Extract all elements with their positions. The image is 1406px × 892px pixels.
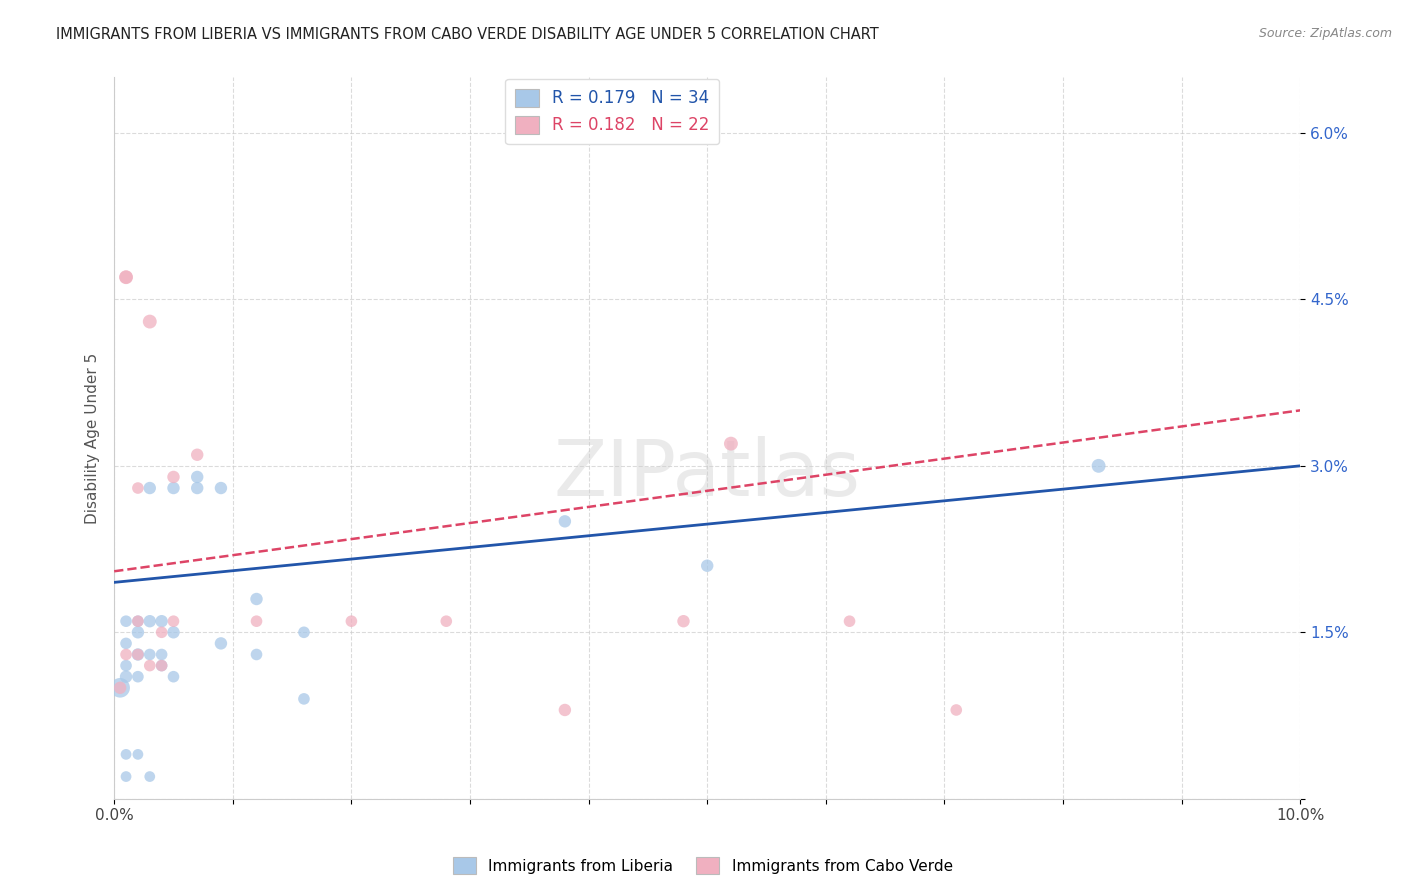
Point (340, 614, 363, 628)
Point (115, 770, 138, 784)
Point (554, 514, 576, 528)
Point (139, 481, 162, 495)
Point (1087, 458, 1109, 473)
Point (162, 625, 184, 640)
Point (245, 648, 267, 662)
Point (162, 470, 184, 484)
Point (127, 648, 149, 662)
Point (292, 692, 315, 706)
Point (672, 614, 695, 628)
Point (115, 658, 138, 673)
Point (139, 315, 162, 329)
Point (150, 658, 173, 673)
Point (127, 625, 149, 640)
Point (139, 648, 162, 662)
Point (127, 481, 149, 495)
Point (108, 681, 131, 695)
Point (115, 648, 138, 662)
Point (115, 636, 138, 650)
Point (115, 270, 138, 285)
Point (127, 670, 149, 684)
Y-axis label: Disability Age Under 5: Disability Age Under 5 (86, 352, 100, 524)
Point (139, 658, 162, 673)
Point (115, 670, 138, 684)
Point (150, 648, 173, 662)
Text: ZIPatlas: ZIPatlas (554, 436, 860, 512)
Point (115, 747, 138, 762)
Legend: Immigrants from Liberia, Immigrants from Cabo Verde: Immigrants from Liberia, Immigrants from… (447, 851, 959, 880)
Point (186, 481, 208, 495)
Point (209, 636, 232, 650)
Text: Source: ZipAtlas.com: Source: ZipAtlas.com (1258, 27, 1392, 40)
Point (186, 470, 208, 484)
Point (127, 747, 149, 762)
Legend: R = 0.179   N = 34, R = 0.182   N = 22: R = 0.179 N = 34, R = 0.182 N = 22 (505, 78, 720, 145)
Point (672, 126, 695, 140)
Point (127, 648, 149, 662)
Point (945, 703, 967, 717)
Point (127, 614, 149, 628)
Point (434, 614, 457, 628)
Point (115, 270, 138, 285)
Point (150, 614, 173, 628)
Point (150, 625, 173, 640)
Point (139, 770, 162, 784)
Point (554, 703, 576, 717)
Point (720, 436, 742, 450)
Point (162, 481, 184, 495)
Point (245, 614, 267, 628)
Point (150, 658, 173, 673)
Point (838, 614, 860, 628)
Point (245, 592, 267, 607)
Point (127, 614, 149, 628)
Point (292, 625, 315, 640)
Point (696, 558, 718, 573)
Point (186, 448, 208, 462)
Point (209, 481, 232, 495)
Text: IMMIGRANTS FROM LIBERIA VS IMMIGRANTS FROM CABO VERDE DISABILITY AGE UNDER 5 COR: IMMIGRANTS FROM LIBERIA VS IMMIGRANTS FR… (56, 27, 879, 42)
Point (162, 670, 184, 684)
Point (108, 681, 131, 695)
Point (139, 614, 162, 628)
Point (115, 614, 138, 628)
Point (162, 614, 184, 628)
